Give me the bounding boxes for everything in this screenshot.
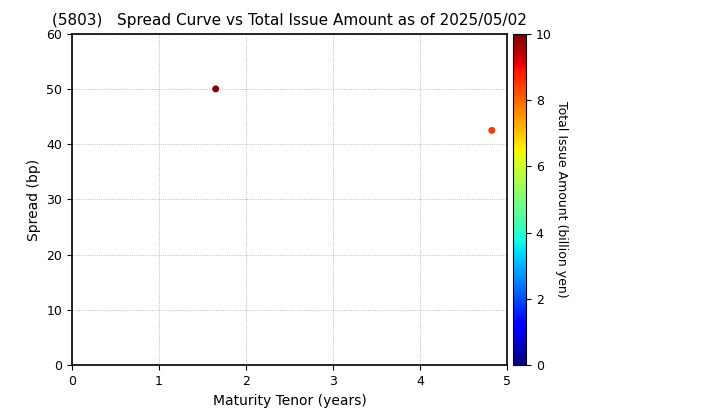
- Y-axis label: Total Issue Amount (billion yen): Total Issue Amount (billion yen): [555, 101, 568, 298]
- Point: [486, 127, 498, 134]
- Point: [210, 86, 222, 92]
- Y-axis label: Spread (bp): Spread (bp): [27, 158, 41, 241]
- X-axis label: Maturity Tenor (years): Maturity Tenor (years): [213, 394, 366, 408]
- Title: (5803)   Spread Curve vs Total Issue Amount as of 2025/05/02: (5803) Spread Curve vs Total Issue Amoun…: [53, 13, 527, 28]
